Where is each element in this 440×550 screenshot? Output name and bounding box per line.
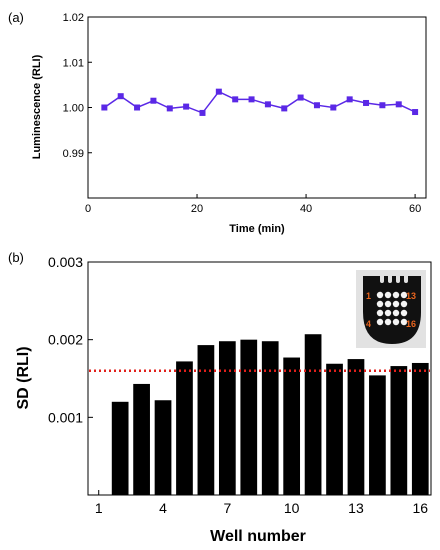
panel-b-bar [326,363,343,495]
panel-a-y-tick-label: 1.01 [63,57,84,69]
inset-well [392,291,400,299]
inset-notch [404,273,408,283]
panel-a-x-axis-label: Time (min) [229,223,285,235]
panel-a-data-point [313,102,320,109]
inset-well [400,309,408,317]
inset-label-16: 16 [406,319,416,329]
panel-a-data-point [117,93,124,100]
panel-b-bar [283,357,301,495]
panel-b-x-tick-label: 4 [159,500,167,516]
panel-b-bar [197,345,215,495]
inset-well [400,318,408,326]
panel-b-bars [111,334,429,495]
panel-a-data-point [281,105,288,112]
panel-a-y-axis-label: Luminescence (RLI) [31,54,43,159]
panel-a-data-point [363,99,370,106]
panel-b-frame [87,261,432,496]
panel-b-x-tick-label: 7 [223,500,231,516]
panel-b-x-axis-label: Well number [210,528,306,545]
panel-b-label: (b) [8,250,24,265]
panel-a-points [101,88,419,116]
panel-a-data-point [395,101,402,108]
panel-a-x-tick-label: 20 [191,203,203,215]
panel-a-data-point [101,104,108,111]
inset-label-1: 1 [366,291,371,301]
panel-a-y-tick-label: 1.00 [63,103,84,115]
inset-well [384,291,392,299]
inset-well [376,291,384,299]
panel-a: (a) 0 20 40 60 0.99 1.00 1.01 1.02 Time (min) L… [8,10,427,235]
inset-well [400,300,408,308]
panel-b-bar [240,339,258,495]
inset-notch [380,273,384,283]
panel-a-y-tick-label: 1.02 [63,12,84,24]
panel-b-x-tick-label: 16 [412,500,428,516]
panel-b-x-tick-label: 13 [348,500,364,516]
panel-b-y-tick-label: 0.001 [48,409,83,425]
panel-a-data-point [232,96,239,103]
panel-a-data-point [264,101,271,108]
inset-well [392,318,400,326]
panel-a-data-point [248,96,255,103]
panel-b-x-tick-label: 10 [284,500,300,516]
inset-well [384,309,392,317]
inset-well [376,300,384,308]
panel-b-bar [111,401,129,495]
panel-a-data-point [166,105,173,112]
inset-well [384,318,392,326]
panel-b-bar [347,359,365,495]
panel-a-data-point [215,88,222,95]
inset-notch [396,273,400,283]
panel-b-bar [154,400,172,495]
panel-a-data-point [412,109,419,116]
inset-well [392,309,400,317]
well-plate-inset: 1 13 4 16 [356,270,426,348]
panel-a-data-point [134,104,141,111]
panel-b-bar [218,341,236,495]
panel-a-data-point [330,104,337,111]
panel-b-bar [411,362,429,495]
panel-a-x-tick-label: 0 [85,203,91,215]
panel-a-data-point [183,103,190,110]
panel-b-x-tick-label: 1 [95,500,103,516]
inset-well [392,300,400,308]
panel-a-x-tick-label: 60 [409,203,421,215]
panel-a-data-point [199,109,206,116]
panel-b: (b) 1 4 7 10 13 16 0.001 0.002 0.003 Well number… [8,250,432,545]
panel-a-y-tick-label: 0.99 [63,148,84,160]
panel-b-bar [390,366,408,495]
panel-a-data-point [297,94,304,101]
panel-b-y-tick-label: 0.003 [48,254,83,270]
inset-label-4: 4 [366,319,371,329]
panel-a-label: (a) [8,10,24,25]
panel-a-data-point [379,102,386,109]
inset-well [384,300,392,308]
panel-b-bar [176,361,193,495]
inset-well [376,309,384,317]
inset-plate [363,276,421,344]
panel-b-bar [304,334,322,495]
panel-b-y-axis-label: SD (RLI) [15,346,32,409]
panel-b-bar [261,341,279,495]
panel-a-data-point [346,96,353,103]
inset-well [400,291,408,299]
panel-a-ticks: 0 20 40 60 0.99 1.00 1.01 1.02 [63,12,422,215]
panel-b-bar [133,383,150,495]
inset-well [376,318,384,326]
inset-notches [380,273,408,283]
panel-a-x-tick-label: 40 [300,203,312,215]
panel-b-bar [369,375,386,495]
inset-wells [376,291,408,326]
inset-label-13: 13 [406,291,416,301]
inset-notch [388,273,392,283]
panel-b-y-tick-label: 0.002 [48,332,83,348]
panel-a-data-point [150,97,157,104]
